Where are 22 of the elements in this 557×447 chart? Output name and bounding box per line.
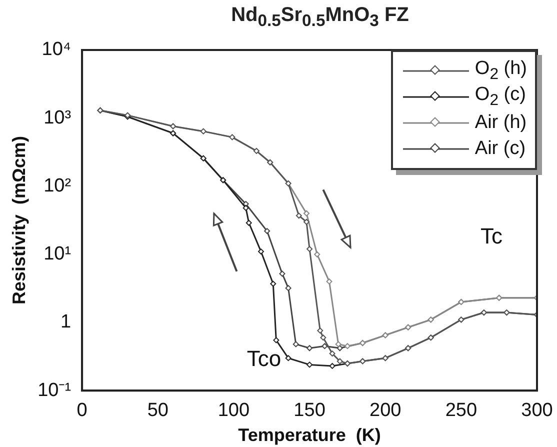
y-tick-label: 10³ (44, 107, 72, 128)
x-tick-label: 300 (521, 400, 553, 422)
legend-label: Air (c) (474, 138, 526, 160)
x-tick-label: 0 (76, 400, 88, 422)
y-tick-label: 10⁻¹ (38, 380, 72, 401)
y-tick-label: 1 (60, 312, 72, 333)
y-tick-label: 10⁴ (42, 39, 72, 60)
annotation: Tco (246, 346, 282, 372)
legend-label: O$_{2}$ (c) (474, 84, 526, 110)
y-tick-label: 10² (44, 175, 72, 196)
y-axis-title: Resistivity (mΩcm) (8, 136, 29, 305)
legend-label: O$_{2}$ (h) (474, 58, 527, 84)
y-tick-label: 10¹ (44, 244, 72, 265)
x-axis-title: Temperature (K) (238, 425, 381, 446)
x-tick-label: 100 (218, 400, 250, 422)
x-tick-label: 50 (147, 400, 168, 422)
chart-title: Nd$_{0.5}$Sr$_{0.5}$MnO$_{3}$ FZ (230, 4, 410, 31)
x-tick-label: 250 (445, 400, 478, 422)
x-tick-label: 150 (294, 400, 326, 422)
x-tick-label: 200 (370, 400, 402, 422)
legend-label: Air (h) (474, 112, 527, 134)
annotation: Tc (480, 223, 503, 248)
